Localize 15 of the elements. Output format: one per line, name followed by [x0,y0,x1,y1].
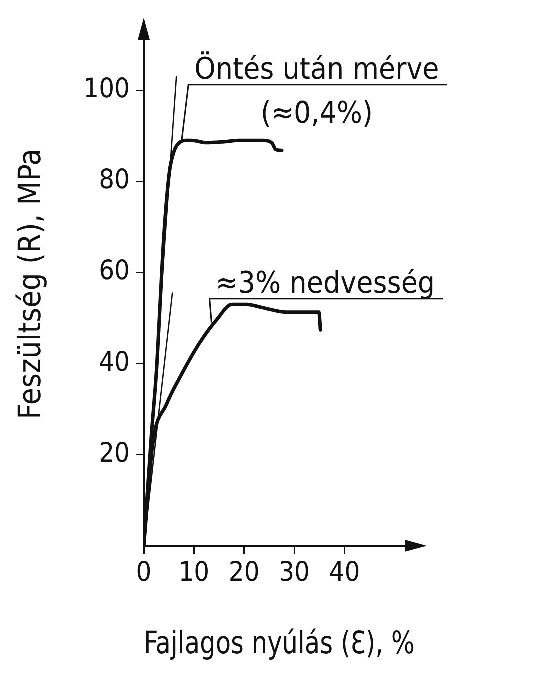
x-tick-label: 30 [279,557,310,588]
x-axis-title: Fajlagos nyúlás (Ɛ), % [144,624,415,661]
y-tick-label: 20 [99,438,130,469]
y-tick-label: 100 [84,74,130,105]
x-tick-label: 40 [329,557,360,588]
x-tick-label: 0 [136,557,152,588]
x-tick-label: 20 [228,557,260,588]
annotation: Öntés után mérve [194,50,440,87]
y-tick-label: 60 [99,256,130,287]
y-tick-label: 40 [99,346,130,378]
y-axis-title: Feszültség (R), MPa [12,148,49,420]
x-tick-label: 10 [178,557,210,588]
annotation: (≈0,4%) [260,96,374,131]
y-tick-label: 80 [99,164,130,196]
annotation: ≈3% nedvesség [216,266,436,301]
